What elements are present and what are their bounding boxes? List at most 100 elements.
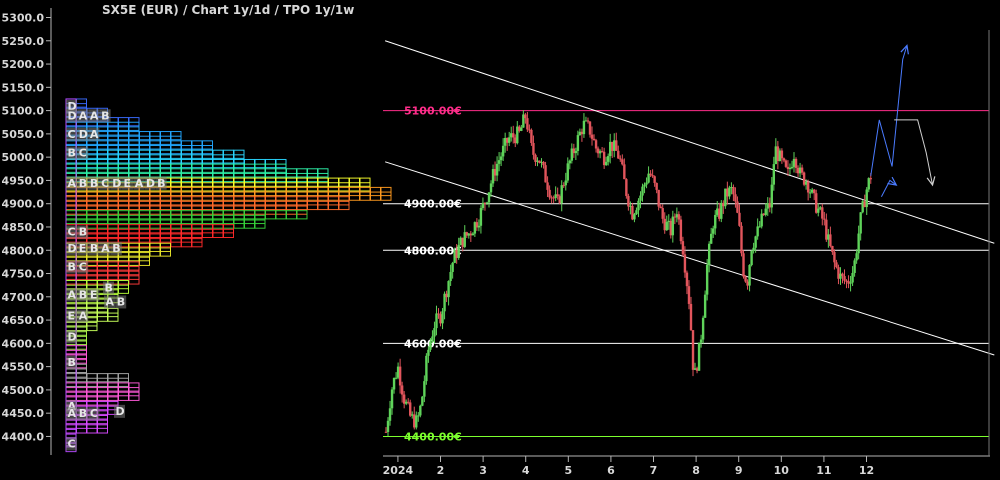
y-tick-label: 4600.0 <box>2 337 45 350</box>
tpo-cell <box>191 238 203 248</box>
candle-body <box>861 201 864 213</box>
y-tick-label: 4400.0 <box>2 430 45 443</box>
tpo-letter: E <box>90 288 98 301</box>
candle-body <box>734 194 737 202</box>
candle-body <box>837 267 840 279</box>
tpo-cell <box>233 154 245 164</box>
candle-body <box>608 141 612 157</box>
candle-body <box>742 253 745 277</box>
candle-body <box>540 161 543 163</box>
candle-body <box>481 202 485 209</box>
candle-body <box>546 182 549 190</box>
candle-body <box>671 216 675 236</box>
tpo-cell <box>338 196 350 206</box>
candle-body <box>697 342 701 371</box>
candle-body <box>439 314 442 324</box>
tpo-cell <box>202 140 213 150</box>
tpo-letter-box <box>115 295 127 309</box>
tpo-cell <box>139 252 150 262</box>
candle-body <box>730 186 733 188</box>
tpo-cell <box>317 168 329 178</box>
candle-body <box>738 212 741 226</box>
tpo-cell <box>128 391 140 401</box>
candle-body <box>510 133 513 138</box>
x-tick-label: 8 <box>692 464 700 477</box>
tpo-cell <box>170 131 182 141</box>
tpo-letter-box <box>77 109 89 123</box>
candle-body <box>528 129 531 131</box>
candle-body <box>645 182 648 185</box>
projection-arrowhead <box>926 176 936 187</box>
candle-body <box>657 189 660 207</box>
candle-body <box>677 214 681 220</box>
tpo-letter: A <box>101 242 110 255</box>
candle-body <box>703 294 707 318</box>
candle-body <box>794 158 798 168</box>
candle-body <box>524 114 527 119</box>
tpo-letter: C <box>101 177 109 190</box>
y-tick-label: 4900.0 <box>2 198 45 211</box>
candle-body <box>673 216 677 218</box>
candle-body <box>469 233 473 236</box>
candle-body <box>617 150 620 159</box>
candle-body <box>810 189 814 193</box>
candle-body <box>863 201 866 208</box>
tpo-letter-box <box>66 309 77 323</box>
tpo-letter-box <box>66 355 77 369</box>
tpo-letter-box <box>88 407 100 421</box>
candle-body <box>631 205 634 220</box>
candle-body <box>471 233 475 236</box>
candle-body <box>689 303 693 331</box>
candle-body <box>497 160 501 164</box>
candle-body <box>681 241 685 255</box>
tpo-letter-box <box>122 176 133 190</box>
candle-body <box>493 169 497 176</box>
candle-body <box>396 366 400 378</box>
candle-body <box>457 245 460 258</box>
level-label: 4800.00€ <box>404 244 462 257</box>
level-label: 5100.00€ <box>404 105 462 118</box>
tpo-cell <box>128 117 140 127</box>
candle-body <box>649 173 652 176</box>
tpo-letter-box <box>99 109 111 123</box>
tpo-letter-box <box>88 288 100 302</box>
candle-body <box>526 118 529 130</box>
candle-body <box>473 222 477 234</box>
candle-body <box>613 140 616 151</box>
candle-body <box>413 414 416 428</box>
candle-body <box>487 192 491 203</box>
candle-body <box>463 232 466 247</box>
y-tick-label: 5300.0 <box>2 12 45 25</box>
candle-body <box>584 120 588 122</box>
candle-body <box>722 202 725 207</box>
y-tick-label: 5050.0 <box>2 128 45 141</box>
candle-body <box>536 160 539 162</box>
tpo-cell <box>170 135 182 145</box>
y-tick-label: 4700.0 <box>2 291 45 304</box>
tpo-cell <box>118 284 129 294</box>
candle-body <box>639 195 642 201</box>
tpo-letter-box <box>104 295 115 309</box>
candle-body <box>857 233 860 254</box>
tpo-letter: C <box>68 226 76 239</box>
tpo-letter: D <box>68 330 77 343</box>
candle-body <box>825 219 828 240</box>
tpo-cell <box>359 177 371 187</box>
tpo-letter-box <box>77 309 89 323</box>
candle-body <box>625 179 628 196</box>
tpo-cell <box>118 280 129 290</box>
candle-body <box>499 156 503 161</box>
tpo-cell <box>97 424 108 434</box>
candle-body <box>475 222 479 228</box>
tpo-letter: B <box>157 177 165 190</box>
candle-body <box>392 378 396 390</box>
projection-paths <box>870 44 936 197</box>
level-label: 4600.00€ <box>404 337 462 350</box>
candle-body <box>724 188 727 207</box>
candle-body <box>633 214 636 220</box>
candle-body <box>598 151 602 154</box>
candle-body <box>798 167 802 174</box>
candle-body <box>455 249 458 258</box>
candle-body <box>512 133 515 138</box>
